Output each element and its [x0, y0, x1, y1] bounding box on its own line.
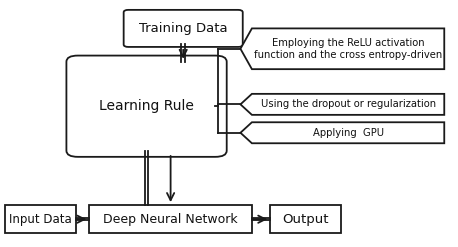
Text: Output: Output	[283, 213, 329, 226]
Text: Applying  GPU: Applying GPU	[312, 128, 384, 138]
Bar	[5, 205, 76, 233]
Bar	[270, 205, 341, 233]
Text: Training Data: Training Data	[139, 22, 228, 35]
Text: Using the dropout or regularization: Using the dropout or regularization	[261, 99, 436, 109]
Text: Input Data: Input Data	[9, 213, 71, 226]
FancyBboxPatch shape	[124, 10, 243, 47]
Polygon shape	[240, 122, 444, 143]
Text: Learning Rule: Learning Rule	[99, 99, 194, 113]
FancyBboxPatch shape	[66, 56, 227, 157]
Polygon shape	[240, 94, 444, 115]
Text: Deep Neural Network: Deep Neural Network	[104, 213, 238, 226]
Bar	[89, 205, 252, 233]
Text: Employing the ReLU activation
function and the cross entropy-driven: Employing the ReLU activation function a…	[254, 38, 442, 60]
Polygon shape	[240, 28, 444, 69]
